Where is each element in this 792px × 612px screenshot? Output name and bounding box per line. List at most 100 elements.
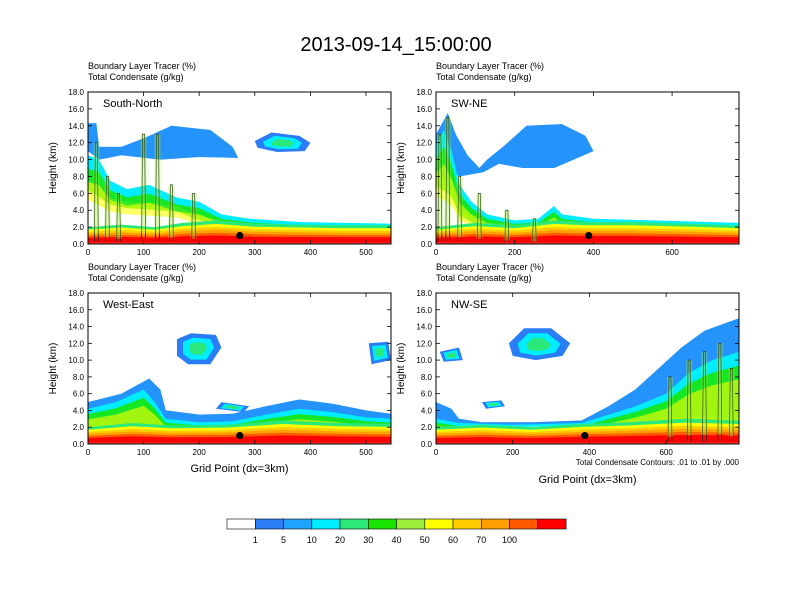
x-tick-label: 100 [137,248,151,257]
colorbar-label: 70 [476,535,486,545]
colorbar-label: 40 [391,535,401,545]
panel-4: 0.0 2.0 4.0 6.0 8.0 10.0 12.0 14.0 16.0 18.0 0 200 4… [396,262,740,486]
y-axis-label: Height (km) [48,343,59,395]
x-tick-label: 400 [304,248,318,257]
tower-shade-6 [190,193,197,239]
cloud-patch-center-2 [375,348,385,358]
panels-group: 0.0 2.0 4.0 6.0 8.0 10.0 12.0 14.0 16.0 18.0 0 100 2… [48,61,740,486]
tower-shade-0 [436,134,443,234]
colorbar-label: 5 [281,535,286,545]
x-tick-label: 400 [304,448,318,457]
x-axis-label: Grid Point (dx=3km) [538,474,636,486]
y-tick-label: 8.0 [421,373,433,382]
y-tick-label: 16.0 [68,306,84,315]
condensate-contour-0 [437,133,443,242]
condensate-contour-1 [105,176,110,242]
cloud-mid [88,123,239,160]
panel-direction-label: South-North [103,98,162,110]
colorbar-label: 10 [307,535,317,545]
plot-frame [435,91,740,245]
colorbar: 1 5 10 20 30 40 50 60 70 100 [226,518,567,545]
y-tick-label: 18.0 [68,289,84,298]
contour-note: Total Condensate Contours: .01 to .01 by… [576,458,740,467]
subtitle-tracer: Boundary Layer Tracer (%) [436,61,544,71]
terrain-edge [88,242,391,244]
y-tick-label: 14.0 [68,323,84,332]
tower-shade-5 [531,218,538,242]
plot-frame [435,292,740,445]
colorbar-cell [509,518,539,530]
tower-shade-1 [686,360,693,436]
cloud-patch-center-2 [488,402,499,407]
pbl-band-5 [436,434,739,444]
y-tick-label: 16.0 [416,306,432,315]
y-tick-label: 18.0 [416,289,432,298]
y-tick-label: 0.0 [421,240,433,249]
panel-direction-label: West-East [103,299,154,311]
condensate-contour-3 [476,192,482,242]
condensate-contour-3 [717,342,723,442]
y-tick-label: 16.0 [68,105,84,114]
panel-direction-label: NW-SE [451,299,487,311]
subtitle-tracer: Boundary Layer Tracer (%) [436,262,544,272]
colorbar-cell [339,518,369,530]
y-tick-label: 0.0 [73,240,85,249]
tracer-band [88,155,391,228]
y-axis-label: Height (km) [396,142,407,194]
y-tick-label: 10.0 [416,356,432,365]
y-tick-label: 2.0 [421,423,433,432]
tower-shade-3 [140,134,147,234]
colorbar-label: 30 [363,535,373,545]
y-tick-label: 4.0 [73,206,85,215]
colorbar-label: 100 [502,535,517,545]
tracer-band-core [88,181,391,233]
y-tick-label: 14.0 [416,122,432,131]
y-tick-label: 4.0 [73,406,85,415]
y-tick-label: 6.0 [421,390,433,399]
plot-area [88,123,391,244]
condensate-contour-2 [702,351,707,442]
y-tick-label: 12.0 [416,139,432,148]
condensate-contour-4 [155,133,160,242]
colorbar-cell [396,518,426,530]
subtitle-tracer: Boundary Layer Tracer (%) [88,262,196,272]
y-tick-label: 8.0 [73,373,85,382]
cloud-patch-center-1 [225,405,240,410]
panel-3: 0.0 2.0 4.0 6.0 8.0 10.0 12.0 14.0 16.0 18.0 0 100 2… [48,262,392,475]
tower-shade-3 [716,343,723,434]
colorbar-cell [480,518,510,530]
colorbar-label: 60 [448,535,458,545]
tower-shade-4 [728,368,735,437]
y-tick-label: 0.0 [73,440,85,449]
tower-shade-4 [154,134,161,234]
tower-shade-2 [456,176,463,238]
subtitle-condensate: Total Condensate (g/kg) [436,273,532,283]
colorbar-cell [226,518,256,530]
x-tick-label: 0 [86,248,91,257]
x-tick-label: 300 [248,448,262,457]
plot-frame [87,292,392,445]
panel-direction-label: SW-NE [451,98,487,110]
y-tick-label: 18.0 [416,88,432,97]
terrain-edge [436,242,739,244]
tower-shade-2 [115,193,122,239]
condensate-contour-5 [532,218,537,242]
location-marker [585,231,593,240]
x-tick-label: 200 [506,448,520,457]
colorbar-cell [311,518,341,530]
x-tick-label: 100 [137,448,151,457]
subtitle-tracer: Boundary Layer Tracer (%) [88,61,196,71]
x-tick-label: 400 [587,248,601,257]
plot-area [436,318,739,444]
condensate-contour-5 [169,184,174,242]
terrain-edge [436,442,739,444]
x-tick-label: 400 [583,448,597,457]
y-tick-label: 2.0 [73,423,85,432]
condensate-contour-2 [116,192,121,242]
y-tick-label: 12.0 [68,139,84,148]
y-tick-label: 4.0 [421,406,433,415]
y-tick-label: 6.0 [73,390,85,399]
x-axis-label: Grid Point (dx=3km) [190,463,288,475]
y-tick-label: 12.0 [416,339,432,348]
colorbar-cell [255,518,284,530]
